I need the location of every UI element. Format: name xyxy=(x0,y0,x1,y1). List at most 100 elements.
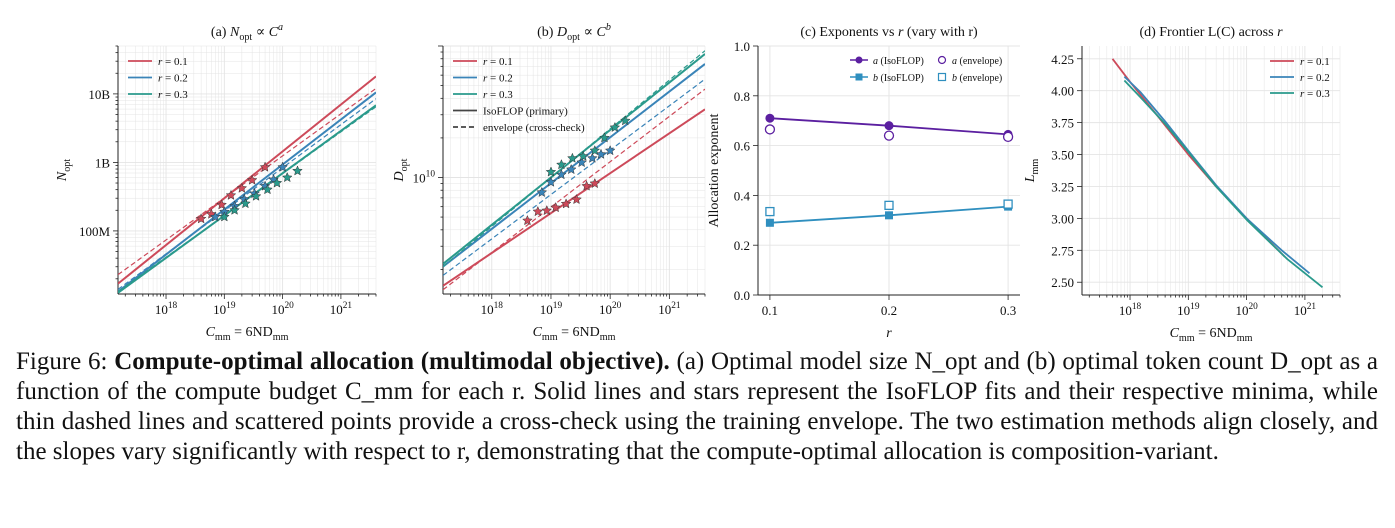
minimum-star-r0.1 xyxy=(522,214,533,226)
y-tick-label: 0.8 xyxy=(734,89,750,104)
fit-line-r0.2 xyxy=(443,63,705,268)
marker-b-envelope xyxy=(884,200,894,211)
y-tick-label: 10B xyxy=(88,87,110,102)
minimum-star-r0.1 xyxy=(560,198,572,209)
minimum-star-r0.3 xyxy=(599,132,610,143)
figure-6: 1018​ 1019​ 1020​ 1021​ 100M 1B 10B (a) Nopt​ ∝… xyxy=(55,22,1341,344)
minimum-star-r0.1 xyxy=(246,174,258,185)
legend-entry: b (IsoFLOP) xyxy=(873,73,924,84)
legend-entry: r = 0.1 xyxy=(158,56,188,68)
x-tick-label: 0.1 xyxy=(762,303,778,318)
marker-a-envelope xyxy=(883,130,895,141)
minimum-star-r0.3 xyxy=(566,152,578,163)
y-tick-label: 100M xyxy=(79,224,111,239)
x-tick-label: 1020​ xyxy=(599,301,622,317)
minimum-star-r0.3 xyxy=(271,177,283,188)
minimum-star-r0.3 xyxy=(609,121,621,133)
panel-d: 2.50 2.75 3.00 3.25 3.50 3.75 4.00 4.25 1018​ 101… xyxy=(1023,25,1341,344)
legend: a (IsoFLOP) b (IsoFLOP) a (envelope) b (env… xyxy=(850,55,1002,84)
minimum-star-r0.1 xyxy=(589,177,601,189)
legend-entry: r = 0.2 xyxy=(483,73,513,85)
x-axis-label: r xyxy=(886,326,892,341)
legend-entry: r = 0.3 xyxy=(483,89,513,101)
legend-entry: r = 0.2 xyxy=(158,73,188,85)
legend-entry: r = 0.2 xyxy=(1300,72,1330,84)
fit-line-r0.2 xyxy=(118,91,376,293)
minimum-star-r0.3 xyxy=(545,166,557,177)
y-tick-label: 3.25 xyxy=(1051,179,1074,194)
minimum-star-r0.1 xyxy=(571,193,582,205)
x-tick-label: 1021​ xyxy=(658,301,681,317)
y-tick-label: 0.2 xyxy=(734,238,750,253)
fit-line-r0.2 xyxy=(443,78,705,276)
y-tick-label: 4.00 xyxy=(1051,84,1074,99)
legend-entry: r = 0.1 xyxy=(483,56,513,68)
minimum-star-r0.2 xyxy=(586,152,598,163)
legend-entry: a (envelope) xyxy=(952,56,1002,67)
panel-title: (a) Nopt​ ∝ Ca​ xyxy=(211,22,283,43)
minimum-star-r0.1 xyxy=(541,204,553,216)
x-axis-label: Cmm​ = 6NDmm​ xyxy=(206,325,289,343)
minimum-star-r0.1 xyxy=(225,189,237,200)
minimum-star-r0.1 xyxy=(550,201,562,213)
frontier-line-2 xyxy=(1123,79,1324,289)
x-tick-label: 1018​ xyxy=(155,301,178,317)
minimum-star-r0.1 xyxy=(532,205,544,217)
minimum-star-r0.2 xyxy=(565,163,577,175)
marker-b-isoflop xyxy=(885,211,893,220)
frontier-line-0 xyxy=(1111,58,1286,258)
y-tick-label: 0.4 xyxy=(734,188,751,203)
x-tick-label: 1021​ xyxy=(1294,302,1317,318)
y-tick-label: 3.00 xyxy=(1051,211,1074,226)
marker-a-envelope xyxy=(764,124,776,135)
panel-title: (c) Exponents vs r (vary with r) xyxy=(800,25,978,40)
minimum-star-r0.1 xyxy=(216,199,228,210)
minimum-star-r0.2 xyxy=(277,161,289,172)
minimum-star-r0.3 xyxy=(250,190,262,201)
minimum-star-r0.3 xyxy=(229,204,240,215)
y-tick-label: 0.0 xyxy=(734,288,750,303)
x-tick-label: 1019​ xyxy=(540,301,563,317)
minimum-star-r0.3 xyxy=(240,197,251,209)
y-tick-label: 4.25 xyxy=(1051,52,1074,67)
minimum-star-r0.2 xyxy=(545,176,557,187)
caption-text: (a) Optimal model size N_opt and (b) opt… xyxy=(16,348,1379,465)
y-axis-label: Nopt​ xyxy=(55,159,73,182)
legend-marker xyxy=(937,72,947,82)
minimum-star-r0.2 xyxy=(555,169,567,180)
fit-line-r0.1 xyxy=(443,88,705,291)
plot-area xyxy=(118,75,376,294)
minimum-star-r0.3 xyxy=(292,165,303,176)
x-tick-label: 1018​ xyxy=(481,301,504,317)
minimum-star-r0.3 xyxy=(619,115,631,126)
legend-entry: IsoFLOP (primary) xyxy=(483,106,568,118)
legend-entry: b (envelope) xyxy=(952,73,1002,84)
y-tick-label: 1.0 xyxy=(734,39,750,54)
legend-entry: r = 0.1 xyxy=(1300,56,1330,68)
minimum-star-r0.1 xyxy=(195,213,207,224)
x-tick-label: 1019​ xyxy=(1177,302,1200,318)
marker-b-isoflop xyxy=(765,218,774,227)
marker-a-isoflop xyxy=(765,113,775,123)
x-tick-label: 1019​ xyxy=(213,301,236,317)
x-axis-label: Cmm​ = 6NDmm​ xyxy=(533,325,616,343)
minimum-star-r0.2 xyxy=(576,156,588,168)
panel-title: (b) Dopt​ ∝ Cb​ xyxy=(537,22,611,43)
minimum-star-r0.1 xyxy=(259,161,271,172)
x-tick-label: 1020​ xyxy=(271,301,294,317)
legend-entry: r = 0.3 xyxy=(1300,88,1330,100)
x-tick-label: 0.2 xyxy=(881,303,897,318)
x-tick-label: 1021​ xyxy=(330,301,353,317)
legend-marker xyxy=(855,56,863,64)
legend-entry: r = 0.3 xyxy=(158,89,188,101)
panel-c: 0.0 0.2 0.4 0.6 0.8 1.0 0.1 0.2 0.3 a (IsoFLOP) b … xyxy=(707,25,1020,341)
minimum-star-r0.3 xyxy=(589,145,601,156)
panel-b: 1018​ 1019​ 1020​ 1021​ 1010​ (b) Dopt​ ∝ Cb​… xyxy=(392,22,706,343)
x-tick-label: 1018​ xyxy=(1119,302,1142,318)
panel-a: 1018​ 1019​ 1020​ 1021​ 100M 1B 10B (a) Nopt​ ∝… xyxy=(55,22,377,343)
legend-marker xyxy=(855,73,863,81)
minimum-star-r0.1 xyxy=(581,180,593,191)
minimum-star-r0.3 xyxy=(262,184,273,195)
y-axis-label: Dopt​ xyxy=(392,158,410,182)
y-tick-label: 0.6 xyxy=(734,139,751,154)
